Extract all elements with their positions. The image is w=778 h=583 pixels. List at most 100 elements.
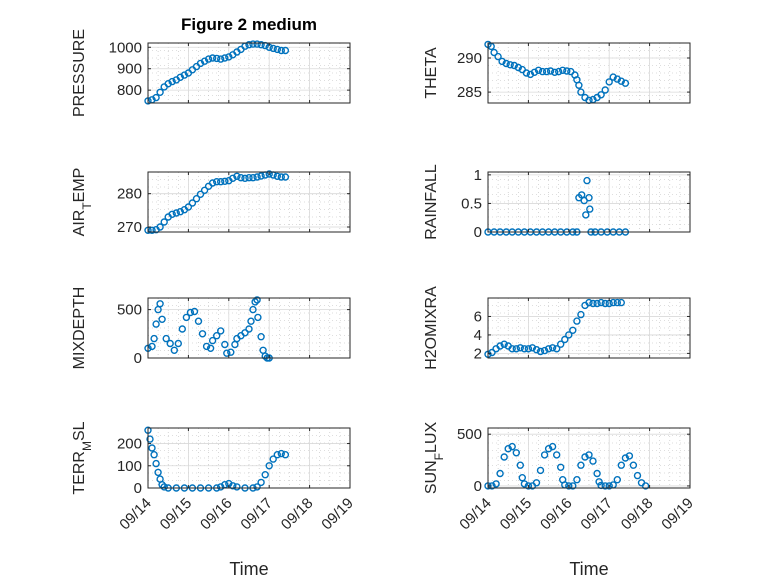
data-point	[261, 471, 269, 479]
data-point	[575, 81, 583, 90]
subplot-h2omixra: 24 6 H2OMIXRA	[423, 286, 691, 370]
data-point	[548, 344, 557, 352]
data-point	[221, 54, 229, 62]
data-point	[581, 453, 589, 461]
data-point	[233, 172, 241, 181]
data-point	[536, 347, 545, 356]
data-point	[597, 91, 605, 99]
data-point	[544, 345, 553, 353]
data-point	[146, 435, 154, 443]
data-point	[544, 445, 553, 453]
data-point	[496, 469, 504, 478]
data-point	[589, 299, 597, 308]
y-tick-label: 290	[457, 50, 482, 67]
data-point	[601, 86, 609, 94]
y-axis-label: AIRTEMP	[71, 168, 94, 237]
data-point	[257, 41, 265, 49]
axes-frame	[147, 171, 351, 233]
subplot-rainfall: 0 0.5 1 RAINFALL	[423, 164, 691, 241]
data-point	[216, 177, 225, 186]
data-point	[174, 339, 183, 348]
data-point	[601, 299, 609, 308]
data-point	[559, 66, 567, 75]
y-tick-label: 900	[117, 61, 142, 78]
data-point	[534, 66, 543, 75]
data-point	[229, 174, 237, 183]
data-point	[490, 48, 498, 57]
data-point	[192, 194, 201, 203]
data-point	[176, 207, 185, 216]
data-point	[553, 345, 561, 353]
x-tick-label: 09/19	[658, 495, 697, 534]
y-tick-label: 800	[117, 82, 142, 99]
data-point	[162, 334, 170, 343]
data-point	[585, 193, 593, 202]
data-point	[281, 46, 290, 55]
data-point	[613, 476, 621, 484]
data-point	[253, 40, 261, 48]
data-point	[277, 173, 285, 181]
data-point	[508, 442, 516, 451]
data-point	[629, 461, 638, 469]
data-point	[212, 332, 221, 340]
y-tick-label: 1	[474, 167, 482, 184]
data-point	[548, 442, 557, 451]
data-point	[502, 59, 510, 68]
data-point	[269, 44, 277, 53]
data-point	[253, 296, 261, 304]
data-point	[152, 93, 160, 102]
y-tick-label: 0	[134, 350, 142, 367]
data-point	[152, 320, 160, 328]
data-point	[150, 334, 158, 343]
data-point	[546, 67, 555, 75]
data-point	[245, 41, 253, 49]
data-point	[540, 346, 549, 355]
data-point	[621, 454, 630, 462]
data-point	[582, 211, 590, 219]
axes-frame	[147, 427, 351, 489]
data-point	[160, 483, 168, 491]
data-point	[563, 67, 571, 75]
data-point	[254, 313, 262, 322]
data-point	[583, 176, 591, 185]
x-tick-label: 09/15	[497, 495, 536, 534]
data-point	[245, 173, 253, 182]
data-point	[277, 449, 285, 458]
subplot-sun-flux: 0 500 09/14 09/15 09/16 09/17 09/18 09/19 SUNFLU…	[423, 422, 697, 579]
subplot-theta: 285 290 THETA	[423, 40, 691, 105]
data-point	[152, 459, 160, 468]
chart-title: Figure 2 medium	[181, 15, 317, 34]
data-point	[569, 326, 577, 334]
data-point	[551, 68, 559, 77]
data-point	[170, 346, 179, 354]
x-tick-label: 09/18	[618, 495, 657, 534]
y-tick-label: 500	[117, 302, 142, 319]
y-tick-label: 6	[474, 308, 482, 325]
data-point	[617, 298, 625, 307]
data-point	[496, 342, 504, 350]
data-point	[593, 299, 601, 308]
y-axis-label: THETA	[423, 47, 440, 99]
data-point	[253, 173, 261, 181]
data-point	[257, 333, 265, 341]
data-point	[593, 469, 601, 478]
data-point	[538, 67, 547, 76]
data-point	[178, 325, 187, 333]
y-axis-label: TERRMSL	[71, 421, 94, 494]
data-point	[160, 218, 168, 226]
data-point	[208, 336, 217, 345]
data-point	[257, 172, 265, 180]
data-point	[190, 307, 199, 316]
data-point	[150, 451, 158, 459]
data-point	[516, 344, 524, 352]
data-point	[504, 445, 512, 453]
data-point	[221, 177, 229, 186]
x-tick-label: 09/15	[157, 495, 196, 534]
data-point	[249, 173, 257, 182]
data-point	[609, 298, 617, 307]
axes-frame	[487, 171, 691, 233]
data-point	[156, 300, 164, 308]
y-axis-label: RAINFALL	[423, 164, 440, 240]
